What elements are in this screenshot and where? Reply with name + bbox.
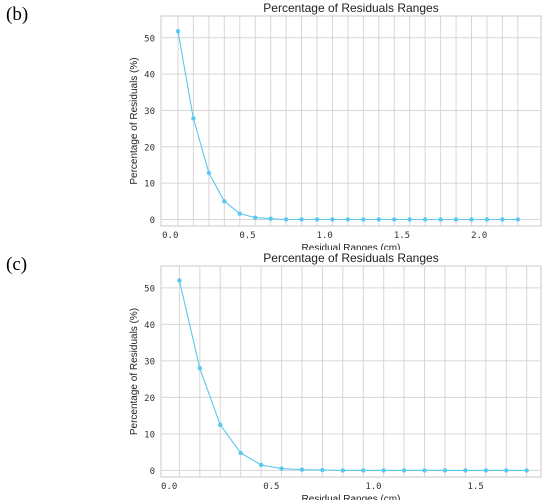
- data-point: [515, 217, 521, 222]
- chart-title: Percentage of Residuals Ranges: [263, 251, 438, 265]
- data-point: [504, 468, 509, 473]
- x-tick-label: 0.0: [161, 482, 177, 492]
- y-tick-label: 20: [144, 394, 155, 404]
- y-tick-label: 0: [150, 216, 155, 226]
- y-tick-label: 40: [144, 71, 155, 81]
- data-point: [500, 217, 505, 222]
- y-tick-label: 20: [144, 143, 155, 153]
- data-point: [197, 366, 203, 371]
- data-point: [218, 422, 223, 427]
- data-point: [175, 29, 181, 34]
- data-point: [283, 217, 289, 222]
- chart-panel-b: (b) Percentage of Residuals Ranges 0 10 20 3…: [6, 1, 542, 250]
- chart-c-svg: Percentage of Residuals Ranges 0 10 20 30 40 5…: [129, 251, 542, 500]
- panel-label-b: (b): [6, 4, 29, 25]
- data-point: [258, 462, 264, 468]
- plot-area: [160, 265, 542, 478]
- y-tick-label: 40: [144, 321, 155, 331]
- data-point: [376, 217, 382, 222]
- y-tick-label: 10: [144, 430, 155, 440]
- chart-b-svg: Percentage of Residuals Ranges 0 10 20 30 40 5…: [129, 1, 542, 250]
- data-point: [222, 199, 227, 204]
- data-point: [401, 468, 407, 473]
- data-point: [330, 217, 335, 222]
- y-tick-label: 0: [150, 467, 155, 477]
- y-axis-label: Percentage of Residuals (%): [129, 308, 140, 435]
- data-point: [453, 217, 459, 222]
- data-point: [320, 467, 325, 473]
- y-axis-label: Percentage of Residuals (%): [129, 57, 140, 184]
- x-axis-label: Residual Ranges (cm): [302, 243, 401, 250]
- data-point: [361, 468, 366, 473]
- y-tick-label: 30: [144, 357, 155, 367]
- y-tick-label: 30: [144, 107, 155, 117]
- x-tick-label: 1.5: [394, 231, 410, 241]
- data-point: [191, 116, 196, 121]
- x-tick-label: 1.0: [317, 231, 333, 241]
- panel-label-c: (c): [6, 254, 28, 275]
- x-axis-label: Residual Ranges (cm): [302, 494, 401, 500]
- series-line: [178, 280, 527, 471]
- y-tick-label: 50: [144, 34, 155, 44]
- data-point: [469, 217, 474, 222]
- x-tick-label: 0.5: [263, 482, 279, 492]
- data-point: [361, 217, 366, 222]
- data-point: [524, 468, 529, 473]
- data-point: [340, 468, 346, 473]
- data-point: [422, 468, 427, 473]
- data-point: [206, 170, 212, 176]
- data-point: [483, 468, 489, 473]
- x-tick-label: 1.0: [365, 482, 381, 492]
- data-point: [268, 216, 273, 221]
- data-point: [381, 468, 386, 473]
- plot-area: [160, 15, 542, 227]
- data-point: [392, 217, 397, 222]
- y-tick-label: 50: [144, 284, 155, 294]
- data-point: [279, 466, 284, 471]
- x-tick-label: 0.0: [162, 231, 178, 241]
- x-tick-label: 0.5: [239, 231, 255, 241]
- data-point: [299, 217, 304, 222]
- data-point: [238, 450, 243, 456]
- data-point: [299, 467, 305, 472]
- data-point: [407, 217, 412, 222]
- data-point: [177, 278, 182, 283]
- data-point: [484, 217, 490, 222]
- data-point: [422, 217, 428, 222]
- data-point: [345, 217, 351, 222]
- x-tick-label: 1.5: [467, 482, 483, 492]
- chart-panel-c: (c) Percentage of Residuals Ranges 0 10 20 3…: [0, 250, 550, 500]
- data-point: [438, 217, 443, 222]
- data-point: [253, 215, 258, 220]
- x-tick-label: 2.0: [471, 231, 487, 241]
- data-point: [314, 217, 320, 222]
- chart-title: Percentage of Residuals Ranges: [263, 1, 438, 15]
- data-point: [442, 468, 448, 473]
- data-point: [463, 468, 468, 473]
- data-point: [237, 211, 242, 216]
- y-tick-label: 10: [144, 180, 155, 190]
